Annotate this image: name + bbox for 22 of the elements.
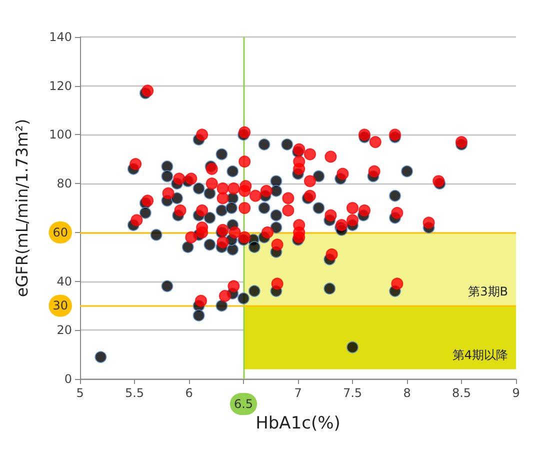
y-tick-label: 120 bbox=[49, 78, 72, 93]
x-tick-label: 7 bbox=[294, 386, 302, 400]
y-tick-label: 0 bbox=[64, 372, 72, 386]
y-axis-title: eGFR(mL/min/1.73m²) bbox=[12, 118, 32, 298]
x-tick-label: 9 bbox=[512, 386, 520, 400]
band-label: 第4期以降 bbox=[452, 348, 508, 362]
ref-line-label: 60 bbox=[52, 225, 68, 240]
ref-line-label: 30 bbox=[52, 298, 68, 313]
x-tick-label: 8 bbox=[403, 386, 411, 400]
y-tick-label: 140 bbox=[49, 30, 72, 44]
band-label: 第3期B bbox=[468, 284, 508, 299]
y-tick-label: 20 bbox=[56, 323, 72, 338]
ref-line-label: 6.5 bbox=[234, 397, 254, 411]
x-tick-label: 7.5 bbox=[342, 386, 362, 400]
y-tick-label: 80 bbox=[56, 176, 72, 191]
x-tick-label: 6 bbox=[185, 386, 193, 400]
x-tick-label: 5 bbox=[76, 386, 84, 400]
y-tick-label: 100 bbox=[49, 128, 72, 142]
x-tick-label: 5.5 bbox=[124, 386, 144, 400]
x-tick-label: 8.5 bbox=[452, 386, 472, 400]
y-tick-label: 40 bbox=[56, 274, 72, 288]
x-axis-title: HbA1c(%) bbox=[256, 414, 340, 434]
